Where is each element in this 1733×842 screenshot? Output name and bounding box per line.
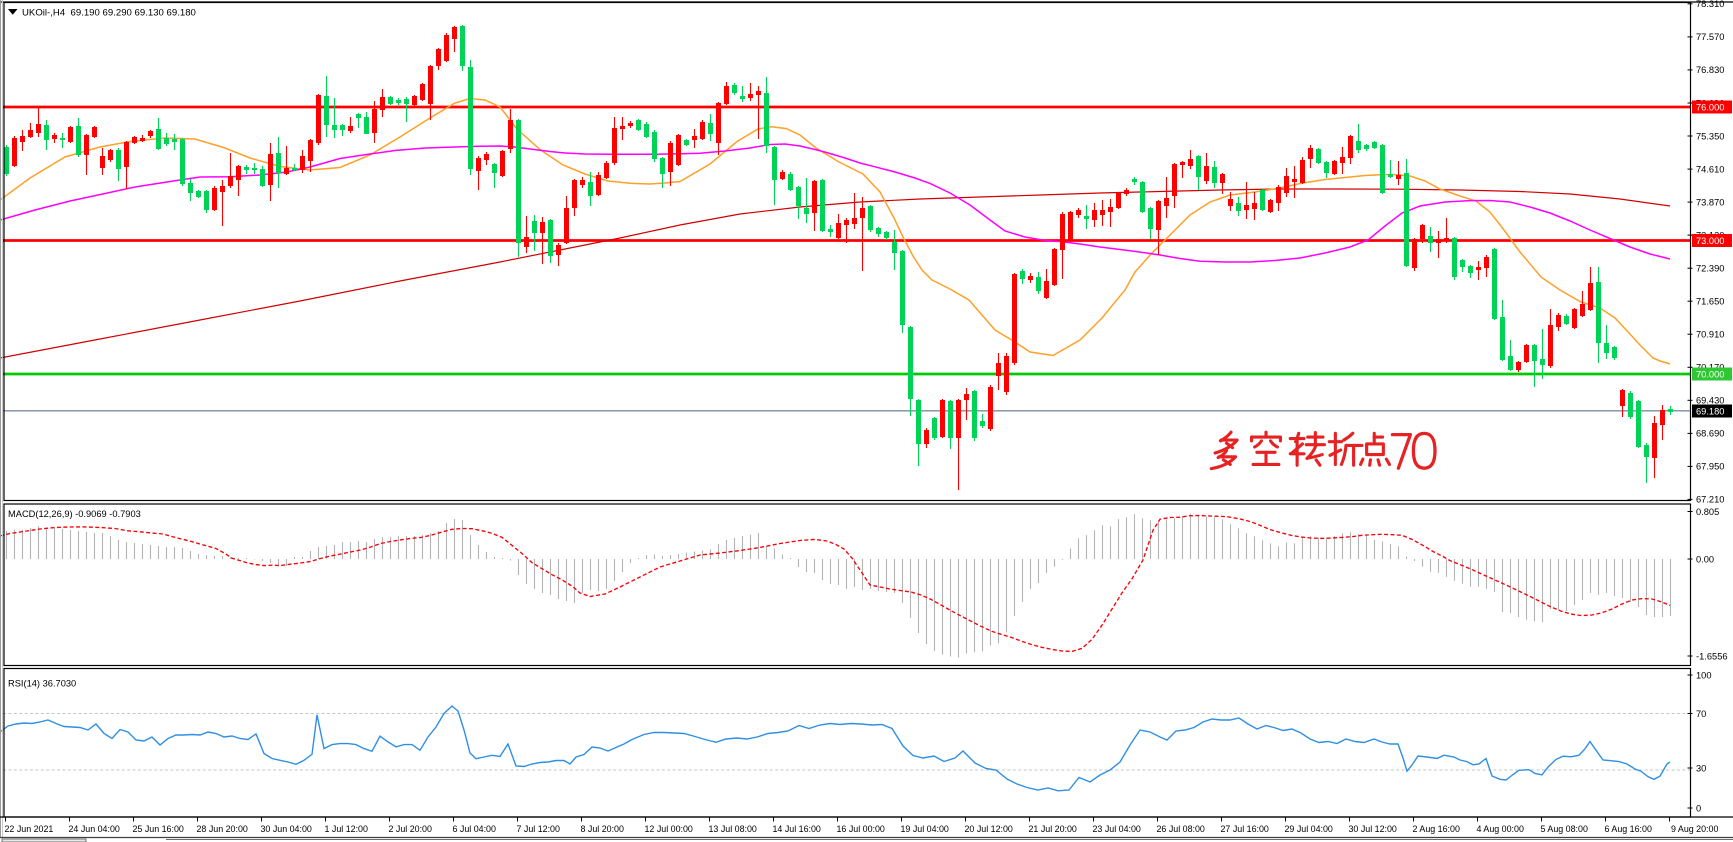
svg-text:100: 100 [1696, 670, 1712, 680]
svg-text:MACD(12,26,9) -0.9069 -0.7903: MACD(12,26,9) -0.9069 -0.7903 [8, 509, 141, 519]
svg-text:73.870: 73.870 [1696, 197, 1724, 207]
svg-text:76.830: 76.830 [1696, 65, 1724, 75]
svg-text:21 Jul 20:00: 21 Jul 20:00 [1029, 824, 1077, 834]
svg-text:23 Jul 04:00: 23 Jul 04:00 [1093, 824, 1141, 834]
svg-text:26 Jul 08:00: 26 Jul 08:00 [1157, 824, 1205, 834]
svg-text:68.690: 68.690 [1696, 429, 1724, 439]
svg-text:UKOil-,H4 69.190 69.290 69.13: UKOil-,H4 69.190 69.290 69.130 69.180 [22, 8, 196, 19]
svg-text:0.805: 0.805 [1696, 507, 1719, 517]
svg-text:69.180: 69.180 [1696, 406, 1724, 416]
svg-text:70.000: 70.000 [1696, 369, 1724, 379]
svg-text:14 Jul 16:00: 14 Jul 16:00 [773, 824, 821, 834]
svg-text:70: 70 [1696, 709, 1706, 719]
svg-text:1 Jul 12:00: 1 Jul 12:00 [325, 824, 368, 834]
svg-text:13 Jul 08:00: 13 Jul 08:00 [709, 824, 757, 834]
svg-text:9 Aug 20:00: 9 Aug 20:00 [1671, 824, 1718, 834]
svg-text:67.210: 67.210 [1696, 495, 1724, 505]
svg-text:28 Jun 20:00: 28 Jun 20:00 [197, 824, 248, 834]
svg-text:2 Aug 16:00: 2 Aug 16:00 [1413, 824, 1460, 834]
svg-text:16 Jul 00:00: 16 Jul 00:00 [837, 824, 885, 834]
svg-text:30 Jul 12:00: 30 Jul 12:00 [1349, 824, 1397, 834]
svg-text:30 Jun 04:00: 30 Jun 04:00 [261, 824, 312, 834]
svg-text:4 Aug 00:00: 4 Aug 00:00 [1477, 824, 1524, 834]
svg-text:71.650: 71.650 [1696, 297, 1724, 307]
svg-text:27 Jul 16:00: 27 Jul 16:00 [1221, 824, 1269, 834]
svg-text:29 Jul 04:00: 29 Jul 04:00 [1285, 824, 1333, 834]
svg-text:70.910: 70.910 [1696, 330, 1724, 340]
svg-text:24 Jun 04:00: 24 Jun 04:00 [69, 824, 120, 834]
svg-text:0: 0 [1696, 803, 1701, 813]
svg-text:12 Jul 00:00: 12 Jul 00:00 [645, 824, 693, 834]
svg-text:67.950: 67.950 [1696, 462, 1724, 472]
svg-text:8 Jul 20:00: 8 Jul 20:00 [581, 824, 624, 834]
svg-text:25 Jun 16:00: 25 Jun 16:00 [133, 824, 184, 834]
svg-text:75.350: 75.350 [1696, 131, 1724, 141]
svg-text:20 Jul 12:00: 20 Jul 12:00 [965, 824, 1013, 834]
svg-text:-1.6556: -1.6556 [1696, 651, 1728, 661]
svg-text:72.390: 72.390 [1696, 264, 1724, 274]
svg-text:6 Jul 04:00: 6 Jul 04:00 [453, 824, 496, 834]
svg-text:78.310: 78.310 [1696, 0, 1724, 9]
svg-text:77.570: 77.570 [1696, 32, 1724, 42]
svg-text:19 Jul 04:00: 19 Jul 04:00 [901, 824, 949, 834]
svg-text:5 Aug 08:00: 5 Aug 08:00 [1541, 824, 1588, 834]
svg-text:7 Jul 12:00: 7 Jul 12:00 [517, 824, 560, 834]
svg-text:2 Jul 20:00: 2 Jul 20:00 [389, 824, 432, 834]
svg-text:RSI(14) 36.7030: RSI(14) 36.7030 [8, 679, 76, 689]
svg-text:0.00: 0.00 [1696, 554, 1714, 564]
svg-text:30: 30 [1696, 763, 1706, 773]
svg-text:73.000: 73.000 [1696, 236, 1724, 246]
svg-text:6 Aug 16:00: 6 Aug 16:00 [1605, 824, 1652, 834]
svg-text:22 Jun 2021: 22 Jun 2021 [5, 824, 54, 834]
svg-text:69.430: 69.430 [1696, 396, 1724, 406]
svg-text:74.610: 74.610 [1696, 164, 1724, 174]
svg-text:76.000: 76.000 [1696, 102, 1724, 112]
